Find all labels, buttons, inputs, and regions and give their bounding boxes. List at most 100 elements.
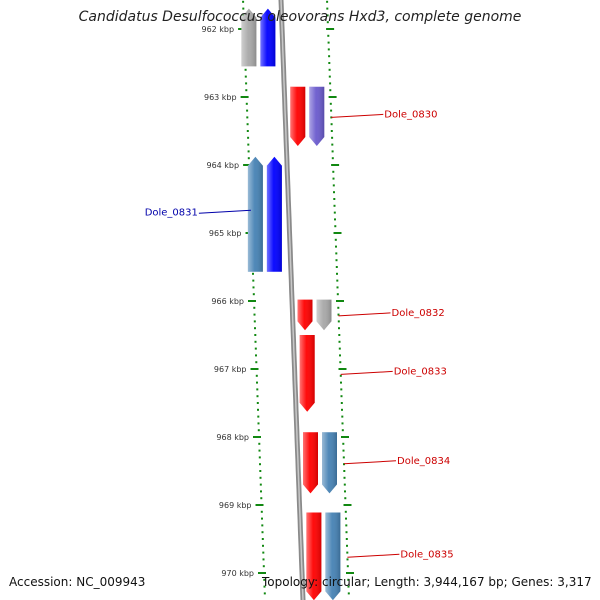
minor-tick-left — [255, 354, 257, 357]
gene-label[interactable]: Dole_0835 — [400, 549, 453, 560]
minor-tick-left — [247, 136, 250, 139]
minor-tick-right — [331, 150, 334, 153]
minor-tick-right — [338, 340, 341, 343]
minor-tick-right — [341, 429, 344, 432]
minor-tick-left — [254, 327, 256, 330]
minor-tick-left — [262, 565, 265, 568]
minor-tick-right — [338, 327, 340, 330]
gene-label[interactable]: Dole_0833 — [394, 366, 447, 377]
minor-tick-right — [326, 14, 329, 17]
gene-labels-layer: Dole_0830 Dole_0831 Dole_0832 Dole_0833 Dole… — [145, 109, 454, 560]
tick-label: 969 kbp — [219, 501, 252, 510]
accession-text: Accession: NC_009943 — [9, 575, 146, 589]
minor-tick-left — [257, 422, 260, 425]
gene-arrow-shading — [316, 299, 332, 331]
minor-tick-left — [247, 150, 250, 153]
major-tick-right — [338, 368, 347, 370]
minor-tick-right — [337, 306, 340, 309]
minor-tick-left — [246, 116, 249, 119]
minor-tick-left — [252, 279, 255, 282]
backbone-layer — [278, 0, 306, 600]
major-tick-left — [248, 300, 256, 302]
major-tick-right — [341, 436, 349, 438]
minor-tick-right — [343, 470, 346, 472]
minor-tick-right — [339, 374, 342, 377]
minor-tick-right — [343, 463, 345, 466]
minor-tick-left — [263, 578, 266, 581]
minor-tick-left — [244, 75, 247, 78]
minor-tick-right — [328, 75, 331, 78]
minor-tick-right — [332, 184, 335, 187]
minor-tick-left — [259, 470, 262, 472]
minor-tick-left — [260, 510, 263, 513]
minor-tick-right — [335, 245, 337, 248]
major-tick-left — [243, 164, 252, 166]
minor-tick-left — [254, 334, 257, 336]
minor-tick-left — [262, 551, 265, 554]
minor-tick-right — [345, 517, 347, 520]
gene-label[interactable]: Dole_0831 — [145, 207, 198, 218]
minor-tick-right — [336, 286, 339, 289]
minor-tick-right — [333, 204, 336, 207]
minor-tick-right — [336, 272, 338, 275]
minor-tick-right — [341, 415, 344, 418]
tick-label: 965 kbp — [209, 229, 242, 238]
minor-tick-right — [335, 252, 338, 255]
minor-tick-left — [261, 531, 264, 534]
gene-arrow-shading — [297, 299, 313, 331]
major-tick-left — [253, 436, 261, 438]
minor-tick-left — [242, 0, 245, 3]
minor-tick-left — [261, 538, 264, 540]
minor-tick-right — [333, 191, 335, 194]
minor-tick-left — [261, 517, 263, 520]
minor-tick-left — [259, 476, 262, 479]
minor-tick-left — [246, 130, 249, 132]
gene-label-connector — [340, 370, 393, 375]
gene-label[interactable]: Dole_0832 — [392, 308, 445, 319]
gene-label-connector — [331, 113, 384, 118]
minor-tick-right — [329, 82, 332, 85]
minor-tick-right — [331, 157, 334, 160]
major-tick-left — [258, 572, 266, 574]
minor-tick-left — [256, 402, 259, 404]
minor-tick-right — [326, 7, 329, 10]
minor-tick-left — [259, 483, 262, 486]
major-tick-right — [346, 572, 354, 574]
minor-tick-right — [335, 266, 338, 268]
minor-tick-left — [247, 157, 250, 160]
minor-tick-left — [247, 143, 250, 146]
minor-tick-right — [336, 293, 339, 296]
tick-label: 970 kbp — [221, 569, 254, 578]
minor-tick-right — [330, 109, 333, 112]
minor-tick-right — [344, 490, 346, 493]
minor-tick-right — [346, 558, 349, 561]
gene-label[interactable]: Dole_0830 — [384, 109, 437, 120]
genome-backbone-highlight — [280, 0, 304, 600]
minor-tick-right — [337, 320, 340, 323]
map-title: Candidatus Desulfococcus oleovorans Hxd3… — [78, 9, 522, 25]
gene-label[interactable]: Dole_0834 — [397, 456, 450, 467]
minor-tick-left — [262, 558, 265, 561]
minor-tick-right — [336, 279, 339, 282]
minor-tick-left — [246, 109, 249, 112]
gene-arrow-shading — [303, 432, 318, 494]
minor-tick-left — [257, 408, 259, 411]
tick-label: 963 kbp — [204, 93, 237, 102]
minor-tick-right — [328, 68, 331, 71]
minor-tick-left — [260, 490, 262, 493]
minor-tick-left — [245, 89, 248, 92]
minor-tick-right — [330, 123, 333, 126]
minor-tick-left — [259, 463, 261, 466]
major-tick-left — [250, 368, 259, 370]
minor-tick-right — [333, 198, 336, 200]
minor-tick-right — [340, 402, 343, 404]
minor-tick-left — [263, 585, 266, 588]
minor-tick-right — [347, 592, 350, 595]
gene-arrow-shading — [266, 156, 282, 272]
major-tick-right — [331, 164, 340, 166]
minor-tick-right — [341, 408, 343, 411]
minor-tick-left — [252, 293, 255, 296]
minor-tick-left — [255, 374, 258, 377]
minor-tick-right — [329, 89, 332, 92]
minor-tick-right — [342, 442, 345, 445]
